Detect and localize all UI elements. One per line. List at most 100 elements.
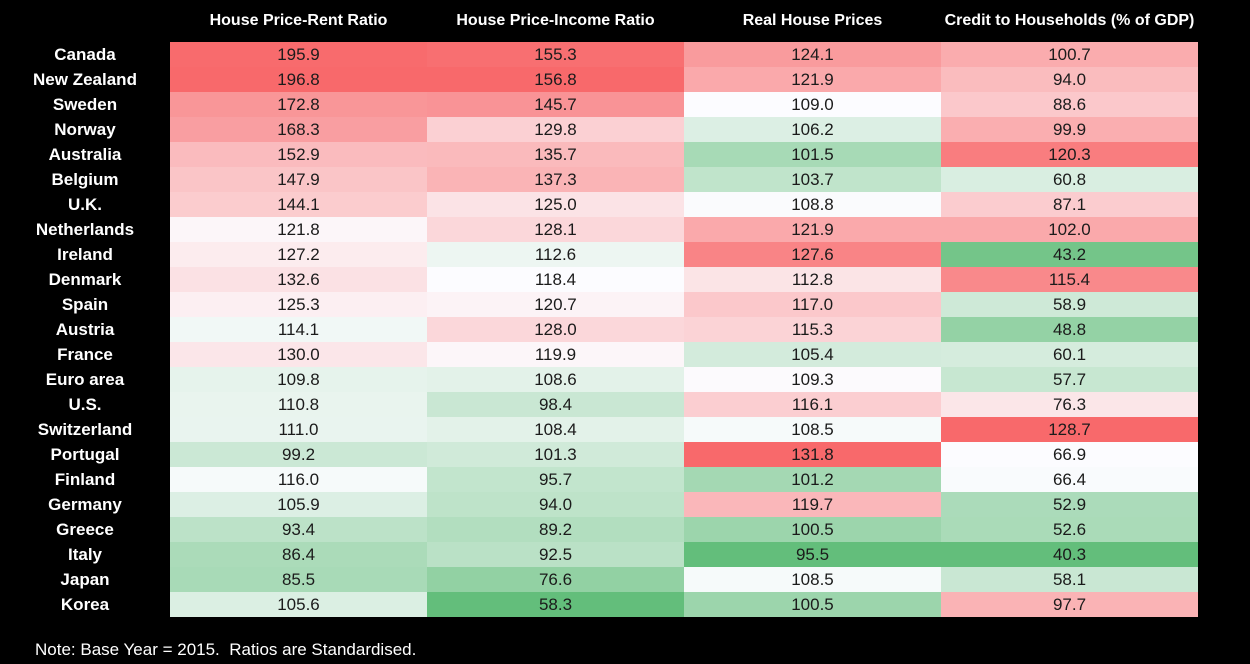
table-row: Portugal 99.2 101.3 131.8 66.9 (0, 442, 1198, 467)
row-label-country: Greece (56, 520, 114, 539)
table-row: Denmark 132.6 118.4 112.8 115.4 (0, 267, 1198, 292)
heatmap-cell: 60.8 (941, 167, 1198, 192)
heatmap-cell: 108.6 (427, 367, 684, 392)
heatmap-cell: 58.9 (941, 292, 1198, 317)
heatmap-cell: 109.3 (684, 367, 941, 392)
heatmap-cell: 135.7 (427, 142, 684, 167)
heatmap-cell: 99.2 (170, 442, 427, 467)
heatmap-cell: 86.4 (170, 542, 427, 567)
heatmap-cell: 109.0 (684, 92, 941, 117)
heatmap-cell: 60.1 (941, 342, 1198, 367)
column-header-price-rent: House Price-Rent Ratio (209, 12, 388, 29)
heatmap-cell: 115.4 (941, 267, 1198, 292)
heatmap-cell: 120.3 (941, 142, 1198, 167)
heatmap-cell: 116.1 (684, 392, 941, 417)
heatmap-cell: 132.6 (170, 267, 427, 292)
heatmap-cell: 119.7 (684, 492, 941, 517)
heatmap-cell: 195.9 (170, 42, 427, 67)
row-label-country: U.K. (68, 195, 102, 214)
column-header-price-income: House Price-Income Ratio (456, 12, 655, 29)
heatmap-cell: 105.4 (684, 342, 941, 367)
heatmap-cell: 76.3 (941, 392, 1198, 417)
table-row: Ireland 127.2 112.6 127.6 43.2 (0, 242, 1198, 267)
heatmap-cell: 66.9 (941, 442, 1198, 467)
row-label-country: Norway (54, 120, 116, 139)
heatmap-cell: 155.3 (427, 42, 684, 67)
table-row: Canada 195.9 155.3 124.1 100.7 (0, 42, 1198, 67)
heatmap-cell: 106.2 (684, 117, 941, 142)
table-note: Note: Base Year = 2015. Ratios are Stand… (35, 640, 417, 659)
heatmap-cell: 100.5 (684, 592, 941, 617)
heatmap-cell: 172.8 (170, 92, 427, 117)
heatmap-cell: 87.1 (941, 192, 1198, 217)
heatmap-cell: 57.7 (941, 367, 1198, 392)
table-row: Sweden 172.8 145.7 109.0 88.6 (0, 92, 1198, 117)
heatmap-cell: 117.0 (684, 292, 941, 317)
heatmap-cell: 48.8 (941, 317, 1198, 342)
heatmap-cell: 115.3 (684, 317, 941, 342)
heatmap-cell: 129.8 (427, 117, 684, 142)
table-row: Greece 93.4 89.2 100.5 52.6 (0, 517, 1198, 542)
heatmap-cell: 111.0 (170, 417, 427, 442)
heatmap-cell: 112.6 (427, 242, 684, 267)
table-row: Switzerland 111.0 108.4 108.5 128.7 (0, 417, 1198, 442)
heatmap-cell: 118.4 (427, 267, 684, 292)
heatmap-cell: 43.2 (941, 242, 1198, 267)
heatmap-cell: 108.5 (684, 417, 941, 442)
heatmap-cell: 128.0 (427, 317, 684, 342)
heatmap-cell: 130.0 (170, 342, 427, 367)
row-label-country: Portugal (50, 445, 120, 464)
heatmap-cell: 114.1 (170, 317, 427, 342)
heatmap-cell: 168.3 (170, 117, 427, 142)
row-label-country: Austria (55, 320, 115, 339)
table-row: U.S. 110.8 98.4 116.1 76.3 (0, 392, 1198, 417)
heatmap-cell: 101.5 (684, 142, 941, 167)
heatmap-cell: 137.3 (427, 167, 684, 192)
table-header: House Price-Rent Ratio House Price-Incom… (0, 0, 1198, 42)
table-row: Germany 105.9 94.0 119.7 52.9 (0, 492, 1198, 517)
heatmap-cell: 112.8 (684, 267, 941, 292)
house-price-heatmap-table: House Price-Rent Ratio House Price-Incom… (0, 0, 1198, 617)
table-row: Korea 105.6 58.3 100.5 97.7 (0, 592, 1198, 617)
row-label-country: Canada (54, 45, 116, 64)
heatmap-cell: 100.7 (941, 42, 1198, 67)
row-label-country: U.S. (68, 395, 102, 414)
heatmap-cell: 103.7 (684, 167, 941, 192)
row-label-country: Korea (60, 595, 110, 614)
table-row: Euro area 109.8 108.6 109.3 57.7 (0, 367, 1198, 392)
heatmap-cell: 120.7 (427, 292, 684, 317)
table-row: New Zealand 196.8 156.8 121.9 94.0 (0, 67, 1198, 92)
heatmap-cell: 58.3 (427, 592, 684, 617)
heatmap-cell: 76.6 (427, 567, 684, 592)
row-label-country: Netherlands (35, 220, 135, 239)
heatmap-cell: 85.5 (170, 567, 427, 592)
row-label-country: Japan (60, 570, 110, 589)
table-row: Japan 85.5 76.6 108.5 58.1 (0, 567, 1198, 592)
row-label-country: Finland (54, 470, 116, 489)
heatmap-cell: 52.6 (941, 517, 1198, 542)
heatmap-cell: 109.8 (170, 367, 427, 392)
heatmap-cell: 156.8 (427, 67, 684, 92)
heatmap-cell: 93.4 (170, 517, 427, 542)
row-label-country: France (57, 345, 113, 364)
row-label-country: Sweden (52, 95, 118, 114)
table-row: U.K. 144.1 125.0 108.8 87.1 (0, 192, 1198, 217)
heatmap-cell: 100.5 (684, 517, 941, 542)
heatmap-cell: 108.8 (684, 192, 941, 217)
table-row: Belgium 147.9 137.3 103.7 60.8 (0, 167, 1198, 192)
heatmap-cell: 127.2 (170, 242, 427, 267)
heatmap-cell: 105.9 (170, 492, 427, 517)
row-label-country: Germany (48, 495, 122, 514)
heatmap-cell: 116.0 (170, 467, 427, 492)
heatmap-cell: 131.8 (684, 442, 941, 467)
row-label-country: New Zealand (33, 70, 137, 89)
heatmap-cell: 89.2 (427, 517, 684, 542)
row-label-country: Italy (67, 545, 103, 564)
heatmap-cell: 144.1 (170, 192, 427, 217)
heatmap-cell: 101.3 (427, 442, 684, 467)
row-label-country: Belgium (51, 170, 119, 189)
heatmap-cell: 124.1 (684, 42, 941, 67)
heatmap-cell: 121.9 (684, 67, 941, 92)
table-row: Netherlands 121.8 128.1 121.9 102.0 (0, 217, 1198, 242)
heatmap-cell: 196.8 (170, 67, 427, 92)
